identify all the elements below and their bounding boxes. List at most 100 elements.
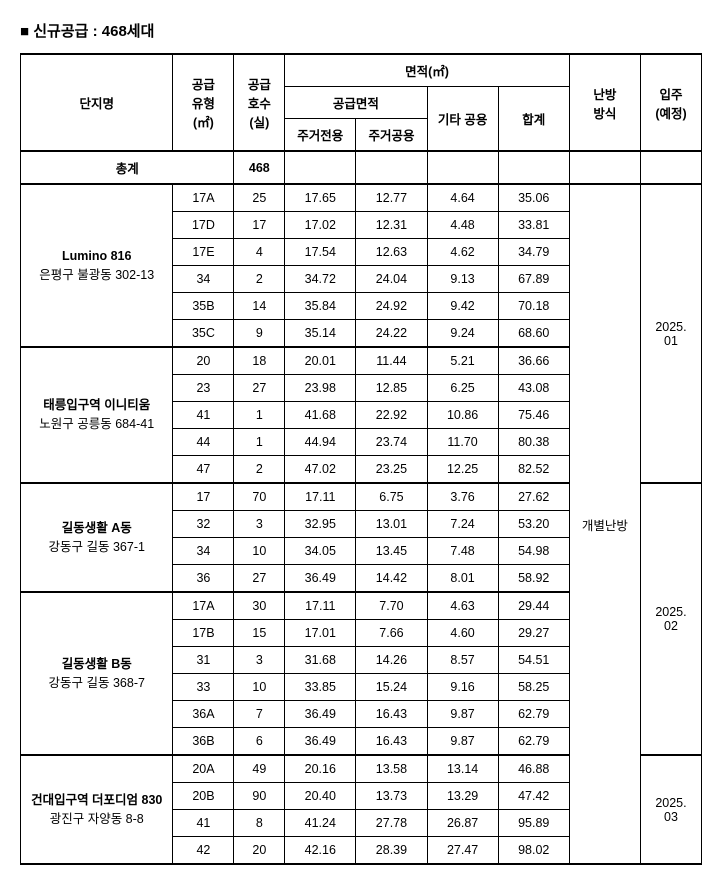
cell-common: 23.25 [356, 456, 427, 484]
cell-common: 13.01 [356, 511, 427, 538]
cell-exclusive: 17.02 [285, 212, 356, 239]
cell-exclusive: 31.68 [285, 647, 356, 674]
cell-units: 7 [234, 701, 285, 728]
cell-other: 6.25 [427, 375, 498, 402]
cell-type: 41 [173, 402, 234, 429]
cell-total: 29.44 [498, 592, 569, 620]
cell-type: 17A [173, 592, 234, 620]
cell-exclusive: 17.01 [285, 620, 356, 647]
col-supply-type: 공급유형(㎡) [173, 54, 234, 151]
cell-other: 9.87 [427, 701, 498, 728]
complex-addr: 광진구 자양동 8-8 [25, 810, 168, 829]
cell-type: 17A [173, 184, 234, 212]
cell-exclusive: 44.94 [285, 429, 356, 456]
cell-common: 24.92 [356, 293, 427, 320]
cell-total: 58.25 [498, 674, 569, 701]
cell-exclusive: 17.11 [285, 592, 356, 620]
complex-name: 길동생활 A동 [25, 519, 168, 538]
cell-exclusive: 32.95 [285, 511, 356, 538]
cell-common: 14.26 [356, 647, 427, 674]
cell-common: 13.73 [356, 783, 427, 810]
cell-units: 25 [234, 184, 285, 212]
movein-cell: 2025.01 [640, 184, 701, 483]
cell-total: 36.66 [498, 347, 569, 375]
cell-common: 15.24 [356, 674, 427, 701]
cell-exclusive: 23.98 [285, 375, 356, 402]
cell-units: 6 [234, 728, 285, 756]
cell-common: 16.43 [356, 701, 427, 728]
cell-exclusive: 17.65 [285, 184, 356, 212]
cell-total: 46.88 [498, 755, 569, 783]
cell-units: 90 [234, 783, 285, 810]
cell-total: 33.81 [498, 212, 569, 239]
cell-exclusive: 36.49 [285, 565, 356, 593]
complex-cell: 길동생활 B동강동구 길동 368-7 [21, 592, 173, 755]
cell-other: 4.60 [427, 620, 498, 647]
cell-units: 8 [234, 810, 285, 837]
cell-exclusive: 33.85 [285, 674, 356, 701]
cell-other: 8.01 [427, 565, 498, 593]
cell-common: 23.74 [356, 429, 427, 456]
complex-cell: 길동생활 A동강동구 길동 367-1 [21, 483, 173, 592]
cell-other: 26.87 [427, 810, 498, 837]
cell-units: 14 [234, 293, 285, 320]
cell-units: 18 [234, 347, 285, 375]
cell-exclusive: 34.72 [285, 266, 356, 293]
cell-type: 33 [173, 674, 234, 701]
cell-exclusive: 35.84 [285, 293, 356, 320]
cell-type: 17E [173, 239, 234, 266]
cell-common: 24.04 [356, 266, 427, 293]
cell-type: 34 [173, 266, 234, 293]
cell-other: 4.48 [427, 212, 498, 239]
supply-table: 단지명공급유형(㎡)공급호수(실)면적(㎡)난방방식입주(예정)공급면적기타 공… [20, 53, 702, 865]
cell-units: 2 [234, 266, 285, 293]
cell-total: 53.20 [498, 511, 569, 538]
cell-exclusive: 20.01 [285, 347, 356, 375]
complex-name: 태릉입구역 이니티움 [25, 396, 168, 415]
cell-other: 13.14 [427, 755, 498, 783]
cell-units: 17 [234, 212, 285, 239]
cell-type: 20 [173, 347, 234, 375]
cell-exclusive: 17.11 [285, 483, 356, 511]
cell-other: 9.87 [427, 728, 498, 756]
cell-other: 27.47 [427, 837, 498, 865]
cell-type: 32 [173, 511, 234, 538]
cell-type: 47 [173, 456, 234, 484]
cell-total: 54.98 [498, 538, 569, 565]
cell-units: 10 [234, 538, 285, 565]
col-heating: 난방방식 [569, 54, 640, 151]
cell-common: 6.75 [356, 483, 427, 511]
cell-total: 47.42 [498, 783, 569, 810]
cell-other: 8.57 [427, 647, 498, 674]
cell-common: 22.92 [356, 402, 427, 429]
cell-units: 15 [234, 620, 285, 647]
cell-other: 9.16 [427, 674, 498, 701]
cell-common: 13.45 [356, 538, 427, 565]
col-other-common: 기타 공용 [427, 87, 498, 152]
cell-type: 42 [173, 837, 234, 865]
cell-common: 16.43 [356, 728, 427, 756]
cell-other: 3.76 [427, 483, 498, 511]
table-row: Lumino 816은평구 불광동 302-1317A2517.6512.774… [21, 184, 702, 212]
cell-common: 7.66 [356, 620, 427, 647]
total-label: 총계 [21, 151, 234, 184]
cell-common: 12.85 [356, 375, 427, 402]
cell-other: 9.42 [427, 293, 498, 320]
complex-cell: 건대입구역 더포디엄 830광진구 자양동 8-8 [21, 755, 173, 864]
cell-common: 12.31 [356, 212, 427, 239]
complex-name: 길동생활 B동 [25, 655, 168, 674]
cell-units: 1 [234, 402, 285, 429]
cell-other: 9.24 [427, 320, 498, 348]
cell-other: 4.63 [427, 592, 498, 620]
col-total: 합계 [498, 87, 569, 152]
complex-addr: 강동구 길동 368-7 [25, 674, 168, 693]
cell-type: 20A [173, 755, 234, 783]
cell-units: 2 [234, 456, 285, 484]
cell-common: 28.39 [356, 837, 427, 865]
cell-total: 62.79 [498, 701, 569, 728]
cell-total: 95.89 [498, 810, 569, 837]
cell-type: 17B [173, 620, 234, 647]
cell-units: 30 [234, 592, 285, 620]
cell-exclusive: 41.24 [285, 810, 356, 837]
cell-exclusive: 34.05 [285, 538, 356, 565]
